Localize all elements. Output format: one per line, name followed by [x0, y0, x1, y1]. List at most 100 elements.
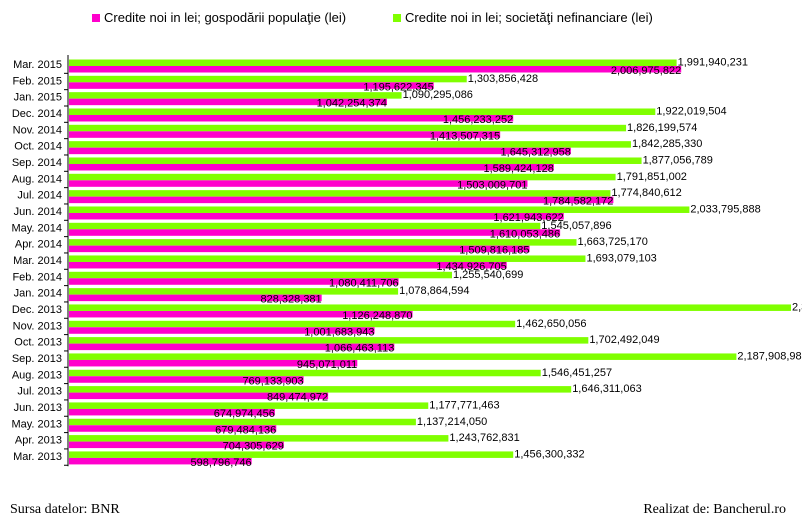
- data-label-companies: 1,826,199,574: [627, 122, 697, 134]
- y-tick-label: Feb. 2014: [12, 271, 62, 283]
- y-tick-label: Dec. 2013: [12, 304, 62, 316]
- bar-companies: [69, 108, 656, 115]
- bar-households: [69, 229, 561, 236]
- data-label-companies: 1,842,285,330: [632, 138, 702, 150]
- y-tick-label: Nov. 2013: [13, 320, 62, 332]
- y-tick-label: Sep. 2014: [12, 157, 62, 169]
- bar-companies: [69, 157, 642, 164]
- y-tick-label: Sep. 2013: [12, 353, 62, 365]
- data-label-companies: 1,462,650,056: [516, 318, 586, 330]
- bar-companies: [69, 435, 449, 442]
- bar-companies: [69, 402, 429, 409]
- bar-households: [69, 131, 501, 138]
- bar-companies: [69, 190, 611, 197]
- data-label-households: 828,328,381: [261, 294, 322, 306]
- bar-companies: [69, 239, 577, 246]
- data-label-companies: 1,646,311,063: [572, 383, 642, 395]
- bar-companies: [69, 124, 627, 132]
- data-label-companies: 1,877,056,789: [643, 154, 713, 166]
- data-label-companies: 1,303,856,428: [468, 73, 538, 85]
- bar-households: [69, 196, 614, 204]
- y-tick-label: Aug. 2013: [12, 369, 62, 381]
- bar-households: [69, 408, 275, 416]
- legend-label-companies: Credite noi in lei; societăţi nefinancia…: [405, 10, 653, 25]
- data-label-companies: 1,702,492,049: [589, 334, 659, 346]
- bar-companies: [69, 369, 541, 377]
- data-label-households: 1,126,248,870: [342, 310, 412, 322]
- bar-companies: [69, 451, 514, 458]
- source-note: Sursa datelor: BNR: [10, 502, 120, 517]
- bar-companies: [69, 271, 452, 279]
- data-label-companies: 1,078,864,594: [399, 285, 469, 297]
- y-tick-label: Jun. 2014: [14, 206, 62, 218]
- legend-swatch-companies: [393, 14, 401, 22]
- bar-households: [69, 98, 387, 106]
- y-tick-label: Oct. 2013: [14, 337, 62, 349]
- data-label-companies: 1,177,771,463: [429, 399, 499, 411]
- data-label-households: 1,195,622,345: [363, 81, 433, 93]
- data-label-households: 598,796,746: [190, 457, 251, 469]
- data-label-households: 1,434,926,705: [436, 261, 506, 273]
- bar-companies: [69, 320, 516, 328]
- data-label-households: 1,456,233,252: [443, 114, 513, 126]
- y-tick-label: Mar. 2013: [13, 451, 62, 463]
- data-label-households: 674,974,456: [214, 408, 275, 420]
- data-label-companies: 2,187,908,987: [737, 350, 802, 362]
- bar-households: [69, 294, 322, 302]
- y-tick-label: Jun. 2013: [14, 402, 62, 414]
- bar-households: [69, 180, 528, 187]
- bar-companies: [69, 386, 572, 393]
- data-label-households: 1,080,411,706: [329, 277, 399, 289]
- y-tick-label: Jul. 2014: [17, 190, 62, 202]
- bar-households: [69, 66, 682, 73]
- bar-households: [69, 82, 434, 89]
- y-tick-label: Apr. 2013: [15, 435, 62, 447]
- data-label-households: 1,503,009,701: [457, 179, 527, 191]
- data-label-companies: 1,090,295,086: [403, 89, 473, 101]
- bar-companies: [69, 255, 586, 262]
- data-label-companies: 1,663,725,170: [578, 236, 648, 248]
- bar-companies: [69, 222, 541, 230]
- bar-households: [69, 114, 514, 122]
- bar-households: [69, 359, 358, 367]
- data-label-companies: 1,456,300,332: [514, 448, 584, 460]
- bar-companies: [69, 92, 402, 99]
- data-label-companies: 2,033,795,888: [690, 203, 760, 215]
- data-label-households: 1,042,254,374: [317, 98, 387, 110]
- bar-households: [69, 343, 395, 351]
- bar-companies: [69, 304, 791, 311]
- bar-companies: [69, 75, 467, 83]
- data-label-companies: 2,366,910,873: [792, 301, 802, 313]
- y-tick-label: Jan. 2015: [14, 92, 62, 104]
- data-label-households: 1,001,683,943: [304, 326, 374, 338]
- data-label-companies: 1,774,840,612: [611, 187, 681, 199]
- data-label-households: 1,509,816,185: [459, 245, 529, 257]
- y-tick-label: Mar. 2014: [13, 255, 62, 267]
- y-tick-label: Aug. 2014: [12, 173, 62, 185]
- bar-households: [69, 376, 304, 383]
- data-label-households: 679,484,136: [215, 424, 276, 436]
- bar-households: [69, 163, 554, 171]
- y-tick-label: Mar. 2015: [13, 59, 62, 71]
- bar-companies: [69, 141, 631, 148]
- bar-companies: [69, 337, 589, 344]
- bar-households: [69, 425, 277, 432]
- data-label-households: 2,006,975,822: [611, 65, 681, 77]
- data-label-companies: 1,255,540,699: [453, 269, 523, 281]
- data-label-companies: 1,243,762,831: [449, 432, 519, 444]
- bar-households: [69, 457, 252, 465]
- legend-label-households: Credite noi in lei; gospodării populaţie…: [104, 10, 346, 25]
- y-tick-label: May. 2014: [11, 222, 62, 234]
- bar-companies: [69, 353, 737, 360]
- data-label-households: 945,071,011: [297, 359, 357, 371]
- data-label-households: 849,474,972: [267, 392, 328, 404]
- data-label-companies: 1,137,214,050: [417, 416, 487, 428]
- data-label-companies: 1,546,451,257: [542, 367, 612, 379]
- bar-households: [69, 441, 284, 449]
- y-tick-label: Jan. 2014: [14, 288, 62, 300]
- bar-companies: [69, 288, 399, 295]
- bar-households: [69, 310, 413, 318]
- bar-households: [69, 261, 507, 269]
- data-label-households: 1,066,463,113: [325, 343, 395, 355]
